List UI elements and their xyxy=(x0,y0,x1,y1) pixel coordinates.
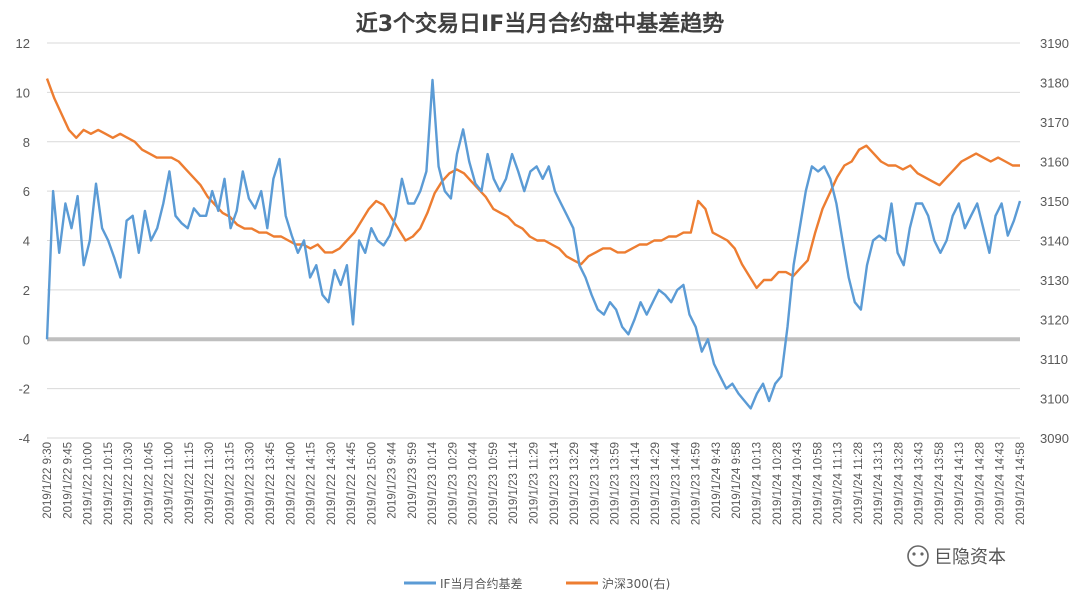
left-axis-ticks: -4 -2 0 2 4 6 8 10 12 xyxy=(16,36,30,446)
series-lines xyxy=(45,78,1022,410)
y-right-tick-label: 3150 xyxy=(1040,194,1069,209)
wechat-icon-dot xyxy=(912,552,916,556)
x-tick-label: 2019/1/24 14:13 xyxy=(954,442,966,525)
x-tick-label: 2019/1/22 9:30 xyxy=(42,442,54,519)
series-line-index xyxy=(45,78,1020,290)
x-tick-label: 2019/1/24 13:43 xyxy=(914,442,926,525)
x-tick-label: 2019/1/23 11:29 xyxy=(529,442,541,524)
x-tick-label: 2019/1/24 10:13 xyxy=(751,442,763,525)
y-right-tick-label: 3180 xyxy=(1040,76,1069,91)
y-right-tick-label: 3100 xyxy=(1040,392,1069,407)
x-tick-label: 2019/1/23 10:59 xyxy=(488,442,500,525)
x-tick-label: 2019/1/23 14:14 xyxy=(630,441,642,525)
y-left-tick-label: 12 xyxy=(16,36,30,51)
y-left-tick-label: -4 xyxy=(18,431,30,446)
x-tick-label: 2019/1/22 11:30 xyxy=(204,442,216,524)
x-tick-label: 2019/1/23 9:44 xyxy=(387,441,399,518)
y-right-tick-label: 3120 xyxy=(1040,313,1069,328)
x-tick-label: 2019/1/24 14:58 xyxy=(1015,442,1027,525)
x-tick-label: 2019/1/22 14:30 xyxy=(326,442,338,525)
x-tick-label: 2019/1/22 10:15 xyxy=(103,442,115,525)
y-left-tick-label: -2 xyxy=(18,382,30,397)
x-tick-label: 2019/1/22 13:30 xyxy=(245,442,257,525)
x-axis-ticks: 2019/1/22 9:30 2019/1/22 9:45 2019/1/22 10… xyxy=(42,441,1027,525)
x-tick-label: 2019/1/22 9:45 xyxy=(62,442,74,519)
x-tick-label: 2019/1/22 14:15 xyxy=(306,442,318,525)
y-right-tick-label: 3110 xyxy=(1040,352,1068,367)
x-tick-label: 2019/1/23 10:29 xyxy=(447,442,459,525)
y-left-tick-label: 8 xyxy=(23,135,30,150)
x-tick-label: 2019/1/22 13:45 xyxy=(265,442,277,525)
wechat-icon xyxy=(907,545,929,567)
x-tick-label: 2019/1/22 11:00 xyxy=(164,442,176,524)
wechat-icon-dot xyxy=(920,552,924,556)
y-left-tick-label: 4 xyxy=(23,234,30,249)
y-right-tick-label: 3160 xyxy=(1040,155,1069,170)
x-tick-label: 2019/1/23 13:29 xyxy=(569,442,581,525)
x-tick-label: 2019/1/24 14:43 xyxy=(995,442,1007,525)
x-tick-label: 2019/1/24 10:43 xyxy=(792,442,804,525)
y-left-tick-label: 6 xyxy=(23,184,30,199)
watermark: 巨隐资本 xyxy=(907,545,1006,568)
watermark-text: 巨隐资本 xyxy=(934,547,1006,568)
chart-title: 近3个交易日IF当月合约盘中基差趋势 xyxy=(356,11,725,37)
y-right-tick-label: 3190 xyxy=(1040,36,1069,51)
right-axis-ticks: 3090 3100 3110 3120 3130 3140 3150 3160 3170 3180… xyxy=(1040,36,1069,446)
y-right-tick-label: 3140 xyxy=(1040,234,1069,249)
x-tick-label: 2019/1/22 14:00 xyxy=(285,442,297,525)
x-tick-label: 2019/1/24 13:58 xyxy=(934,442,946,525)
x-tick-label: 2019/1/22 15:00 xyxy=(366,442,378,525)
x-tick-label: 2019/1/23 13:44 xyxy=(589,441,601,525)
x-tick-label: 2019/1/24 11:28 xyxy=(853,442,865,524)
y-right-tick-label: 3090 xyxy=(1040,431,1069,446)
y-left-tick-label: 10 xyxy=(16,85,30,100)
legend-label-basis: IF当月合约基差 xyxy=(440,576,522,591)
x-tick-label: 2019/1/23 11:14 xyxy=(508,441,520,524)
x-tick-label: 2019/1/22 14:45 xyxy=(346,442,358,525)
y-right-tick-label: 3130 xyxy=(1040,273,1069,288)
x-tick-label: 2019/1/23 9:59 xyxy=(407,442,419,519)
x-tick-label: 2019/1/23 10:44 xyxy=(468,441,480,525)
x-tick-label: 2019/1/22 10:00 xyxy=(83,442,95,525)
x-tick-label: 2019/1/24 9:58 xyxy=(731,442,743,519)
x-tick-label: 2019/1/24 11:13 xyxy=(833,442,845,524)
legend-label-index: 沪深300(右) xyxy=(602,576,670,591)
x-tick-label: 2019/1/22 10:30 xyxy=(123,442,135,525)
x-tick-label: 2019/1/22 10:45 xyxy=(143,442,155,525)
x-tick-label: 2019/1/23 10:14 xyxy=(427,441,439,525)
series-line-basis xyxy=(45,78,1022,410)
x-tick-label: 2019/1/22 13:15 xyxy=(224,442,236,525)
x-tick-label: 2019/1/23 13:59 xyxy=(610,442,622,525)
x-tick-label: 2019/1/23 14:29 xyxy=(650,442,662,525)
x-tick-label: 2019/1/24 10:28 xyxy=(772,442,784,525)
x-tick-label: 2019/1/24 10:58 xyxy=(812,442,824,525)
legend: IF当月合约基差 沪深300(右) xyxy=(404,576,670,591)
x-tick-label: 2019/1/23 14:59 xyxy=(691,442,703,525)
x-tick-label: 2019/1/23 14:44 xyxy=(670,441,682,525)
x-tick-label: 2019/1/23 13:14 xyxy=(549,441,561,525)
y-left-tick-label: 0 xyxy=(23,332,30,347)
x-tick-label: 2019/1/22 11:15 xyxy=(184,442,196,524)
x-tick-label: 2019/1/24 9:43 xyxy=(711,442,723,519)
x-tick-label: 2019/1/24 13:28 xyxy=(893,442,905,525)
y-right-tick-label: 3170 xyxy=(1040,115,1069,130)
y-left-tick-label: 2 xyxy=(23,283,30,298)
gridlines xyxy=(47,42,1020,439)
x-tick-label: 2019/1/24 13:13 xyxy=(873,442,885,525)
x-tick-label: 2019/1/24 14:28 xyxy=(974,442,986,525)
